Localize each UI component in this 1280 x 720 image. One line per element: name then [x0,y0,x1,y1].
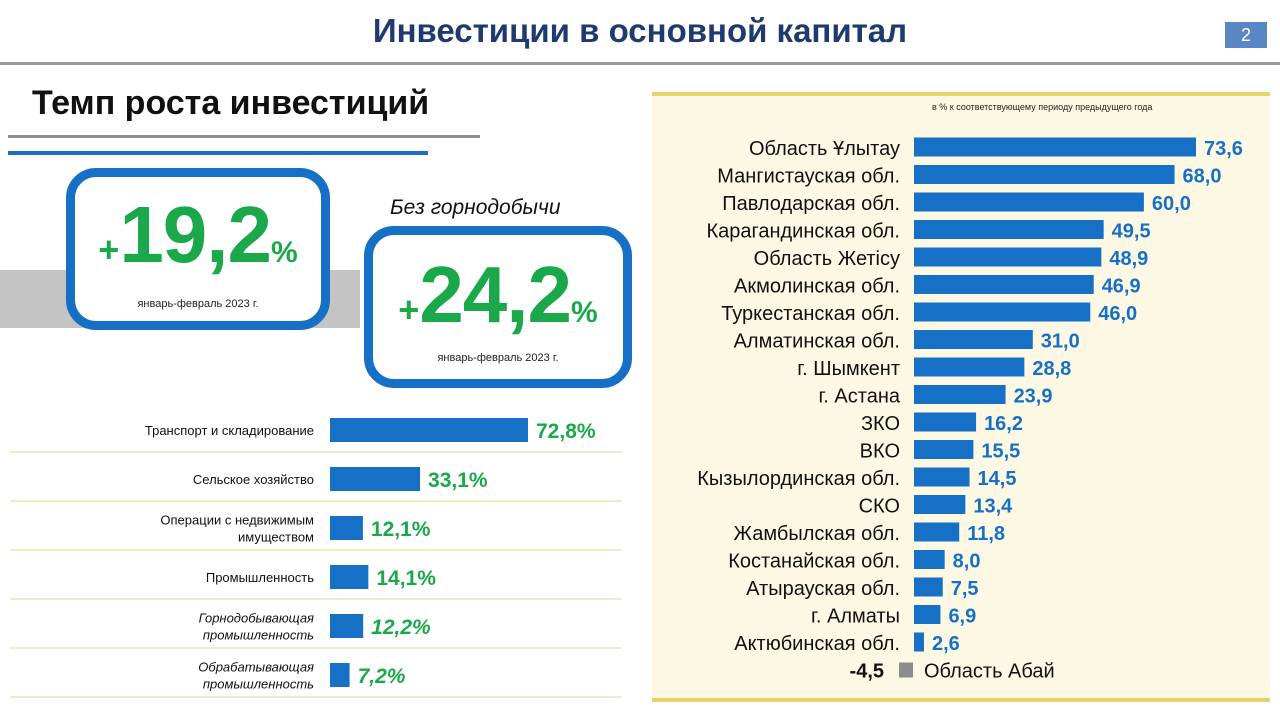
region-growth-chart: Область Ұлытау 73,6 Мангистауская обл. 68,0… [697,137,1243,683]
region-bar [914,550,945,569]
sector-value-label: 12,1% [371,518,431,541]
region-value-label: -4,5 [850,661,884,683]
region-bar [914,137,1196,157]
region-label: Павлодарская обл. [722,193,900,215]
region-label: г. Алматы [811,606,900,628]
title-divider [0,62,1280,65]
region-value-label: 2,6 [932,633,960,655]
region-bar [914,467,970,487]
region-bar [914,275,1094,294]
sector-label: Транспорт и складирование [145,423,314,438]
region-label: ВКО [860,441,900,463]
region-label: Алматинская обл. [734,331,900,353]
kpi-excl-mining-period: январь-февраль 2023 г. [437,352,559,364]
kpi-total-value: +19,2% [98,190,298,279]
region-value-label: 14,5 [978,468,1017,490]
region-bar [914,385,1006,404]
region-label: ЗКО [861,413,900,435]
region-label: Область Ұлытау [749,138,900,160]
region-label: Кызылординская обл. [697,468,900,490]
sector-value-label: 72,8% [536,420,596,443]
region-label: Атырауская обл. [746,578,900,600]
region-value-label: 60,0 [1152,193,1191,215]
section-divider-gray [8,135,480,138]
region-bar [914,357,1025,377]
region-label: Актюбинская обл. [734,633,900,655]
sector-label: Операции с недвижимым имуществом [160,513,314,545]
kpi-excl-mining-value: +24,2% [398,250,598,339]
region-label: Область Жетісу [754,248,900,270]
sector-bar [330,516,363,540]
region-bar [914,522,960,542]
region-label: Мангистауская обл. [717,166,900,188]
sector-label: Горнодобывающая промышленность [199,611,315,643]
page-number-badge: 2 [1225,22,1267,48]
region-bar [914,220,1104,239]
sector-growth-chart: Транспорт и складирование 72,8% Сельское х… [10,418,622,698]
region-bar [914,632,924,652]
region-value-label: 8,0 [953,551,981,573]
region-bar [914,495,966,514]
region-label: СКО [859,496,900,518]
region-value-label: 6,9 [948,606,976,628]
region-label: Жамбылская обл. [734,523,900,545]
sector-bar [330,663,350,687]
kpi-total-period: январь-февраль 2023 г. [137,298,259,310]
sector-value-label: 12,2% [371,616,431,639]
region-value-label: 31,0 [1041,331,1080,353]
region-value-label: 49,5 [1112,221,1151,243]
region-chart-note: в % к соответствующему периоду предыдуще… [932,102,1153,112]
region-value-label: 16,2 [984,413,1023,435]
region-label: Костанайская обл. [728,551,900,573]
region-value-label: 7,5 [951,578,979,600]
region-value-label: 68,0 [1183,166,1222,188]
region-bar [914,302,1091,322]
region-value-label: 23,9 [1014,386,1053,408]
region-bar [899,662,913,678]
region-value-label: 15,5 [981,441,1020,463]
region-bar [914,330,1033,349]
region-value-label: 73,6 [1204,138,1243,160]
region-bar [914,440,974,459]
sector-value-label: 14,1% [376,567,436,590]
section-divider-blue [8,151,428,155]
region-bar [914,605,941,624]
region-bar [914,247,1102,267]
region-label: Акмолинская обл. [734,276,900,298]
region-value-label: 11,8 [967,523,1005,545]
region-value-label: 46,9 [1102,276,1141,298]
slide-title: Инвестиции в основной капитал [372,12,908,49]
sector-label: Сельское хозяйство [193,472,314,487]
sector-label: Промышленность [206,570,314,585]
sector-value-label: 33,1% [428,469,488,492]
region-value-label: 13,4 [973,496,1013,518]
sector-value-label: 7,2% [358,665,406,688]
sector-label: Обрабатывающая промышленность [198,660,314,692]
region-label: г. Астана [818,386,900,408]
sector-bar [330,565,369,589]
region-label: Карагандинская обл. [706,221,900,243]
sector-bar [330,418,528,442]
region-label: Туркестанская обл. [721,303,900,325]
sector-bar [330,467,421,491]
kpi-excl-mining-caption: Без горнодобычи [390,196,561,219]
region-bar [914,412,977,432]
region-label: г. Шымкент [797,358,900,380]
region-label: Область Абай [924,661,1055,683]
region-value-label: 28,8 [1032,358,1071,380]
region-value-label: 48,9 [1109,248,1148,270]
kpi-excl-mining-growth: +24,2% январь-февраль 2023 г. [364,226,632,388]
region-bar [914,192,1144,212]
section-title: Темп роста инвестиций [32,84,430,122]
region-bar [914,577,943,597]
region-value-label: 46,0 [1098,303,1137,325]
kpi-total-growth: +19,2% январь-февраль 2023 г. [66,168,330,330]
sector-bar [330,614,364,638]
region-bar [914,165,1175,184]
